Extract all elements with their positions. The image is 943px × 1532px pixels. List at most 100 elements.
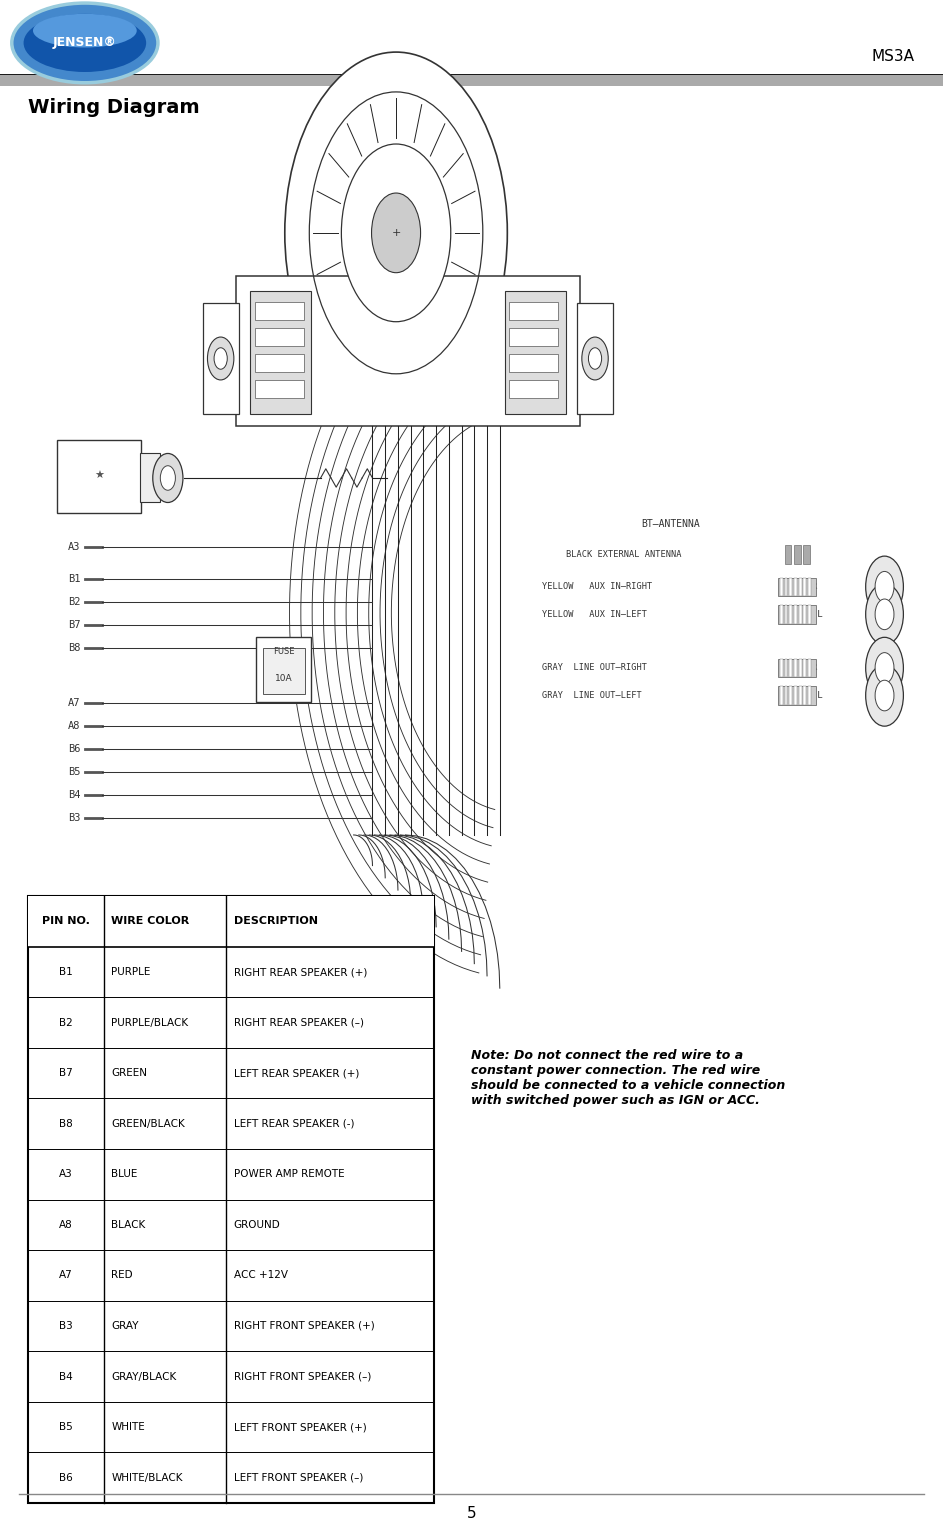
Bar [803,545,810,564]
Text: WIRE COLOR: WIRE COLOR [111,916,190,927]
Text: JENSEN®: JENSEN® [53,37,117,49]
Text: B8: B8 [68,643,80,653]
Bar [780,578,783,596]
Bar [785,578,787,596]
Text: POWER AMP REMOTE: POWER AMP REMOTE [234,1169,344,1180]
Circle shape [582,337,608,380]
Text: LEFT FRONT SPEAKER (–): LEFT FRONT SPEAKER (–) [234,1472,363,1483]
Bar [0,75,943,86]
Text: WHITE/BLACK: WHITE/BLACK [111,1472,183,1483]
Bar [803,605,806,624]
Text: GRAY: GRAY [111,1321,139,1331]
Bar [255,302,304,320]
Circle shape [341,144,451,322]
Circle shape [207,337,234,380]
Text: GREEN: GREEN [111,1068,147,1079]
Circle shape [214,348,227,369]
Text: ★: ★ [94,472,104,481]
Text: Wiring Diagram: Wiring Diagram [28,98,200,116]
Bar [250,291,311,414]
Bar [57,440,141,513]
Bar [780,686,783,705]
Text: PURPLE/BLACK: PURPLE/BLACK [111,1017,189,1028]
Text: B7: B7 [59,1068,73,1079]
Text: LEFT REAR SPEAKER (+): LEFT REAR SPEAKER (+) [234,1068,359,1079]
Text: 10A: 10A [275,674,292,683]
Text: LEFT FRONT SPEAKER (+): LEFT FRONT SPEAKER (+) [234,1422,367,1432]
Bar [803,659,806,677]
Text: B5: B5 [68,768,80,777]
Bar [28,896,434,947]
Bar [236,276,580,426]
Bar [509,302,558,320]
Bar [803,578,806,596]
Text: B1: B1 [59,967,73,977]
Text: B6: B6 [68,745,80,754]
Bar [794,605,797,624]
Text: GROUND: GROUND [234,1219,281,1230]
Text: A7: A7 [68,699,80,708]
Bar [505,291,566,414]
Ellipse shape [11,3,158,83]
Bar [789,578,792,596]
Bar [794,686,797,705]
Circle shape [372,193,421,273]
Bar [255,328,304,346]
Text: RED  R: RED R [785,582,817,591]
Ellipse shape [33,14,137,47]
Bar [28,896,434,1503]
Circle shape [588,348,602,369]
Bar [785,659,787,677]
Circle shape [160,466,175,490]
Bar [780,659,783,677]
Text: RIGHT FRONT SPEAKER (–): RIGHT FRONT SPEAKER (–) [234,1371,372,1382]
Bar [509,380,558,398]
Bar [799,659,802,677]
Bar [263,648,305,694]
Bar [577,303,613,414]
Text: B3: B3 [59,1321,73,1331]
Text: RIGHT REAR SPEAKER (–): RIGHT REAR SPEAKER (–) [234,1017,364,1028]
Text: RIGHT REAR SPEAKER (+): RIGHT REAR SPEAKER (+) [234,967,367,977]
Text: WHITE L: WHITE L [785,691,822,700]
Bar [256,637,311,702]
Circle shape [285,52,507,414]
Circle shape [875,599,894,630]
Bar [808,605,811,624]
Text: B7: B7 [68,620,80,630]
Text: FUSE: FUSE [273,647,294,656]
Text: ACC +12V: ACC +12V [234,1270,288,1281]
Circle shape [875,653,894,683]
Circle shape [866,665,903,726]
Text: A3: A3 [59,1169,73,1180]
Text: GRAY  LINE OUT–RIGHT: GRAY LINE OUT–RIGHT [542,663,647,673]
Bar [808,578,811,596]
Text: LEFT REAR SPEAKER (-): LEFT REAR SPEAKER (-) [234,1118,355,1129]
Text: B4: B4 [68,791,80,800]
Bar [140,453,160,502]
Circle shape [153,453,183,502]
Bar [778,659,816,677]
Text: BLACK: BLACK [111,1219,145,1230]
Bar [785,686,787,705]
Text: B8: B8 [59,1118,73,1129]
Bar [794,659,797,677]
Circle shape [866,637,903,699]
Text: BLUE: BLUE [111,1169,138,1180]
Bar [794,578,797,596]
Bar [780,605,783,624]
Bar [794,545,801,564]
Text: PIN NO.: PIN NO. [42,916,90,927]
Bar [255,354,304,372]
Text: BLACK EXTERNAL ANTENNA: BLACK EXTERNAL ANTENNA [566,550,681,559]
Text: B4: B4 [59,1371,73,1382]
Text: A8: A8 [59,1219,73,1230]
Text: YELLOW   AUX IN–RIGHT: YELLOW AUX IN–RIGHT [542,582,653,591]
Text: GRAY  LINE OUT–LEFT: GRAY LINE OUT–LEFT [542,691,642,700]
Bar [255,380,304,398]
Bar [799,578,802,596]
Bar [778,605,816,624]
Bar [789,686,792,705]
Bar [778,578,816,596]
Bar [808,659,811,677]
